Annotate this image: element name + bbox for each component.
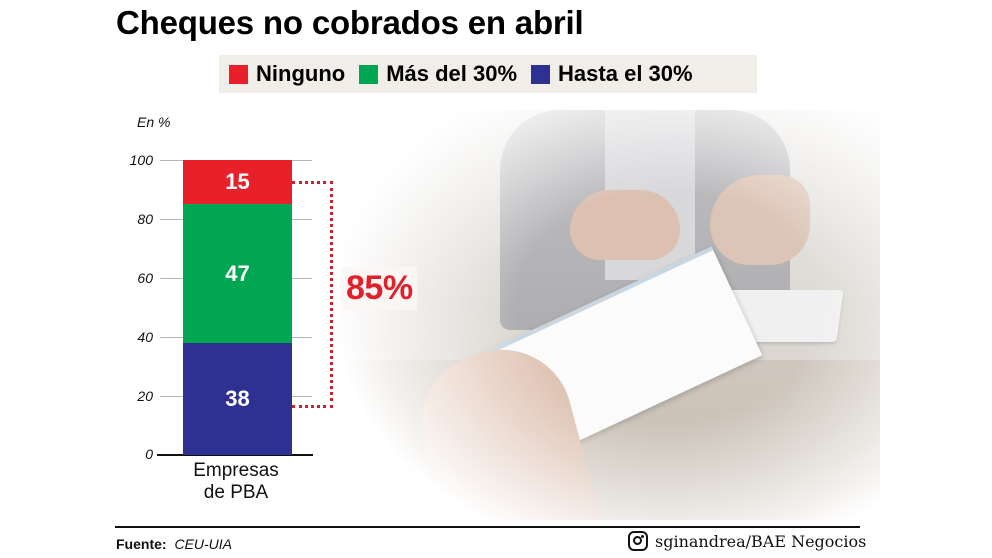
legend-label: Más del 30%: [386, 61, 518, 86]
photo-hand-pointing: [710, 175, 810, 265]
legend: Ninguno Más del 30% Hasta el 30%: [219, 55, 757, 93]
legend-item-mas-del-30: Más del 30%: [359, 61, 517, 87]
segment-value: 47: [225, 260, 250, 286]
background-photo-cheque-handover: [320, 110, 880, 520]
bar-segment-ninguno: 15: [183, 160, 292, 204]
source-value: CEU-UIA: [174, 536, 233, 552]
bar-segment-mas-del-30: 47: [183, 204, 292, 343]
legend-swatch-blue: [531, 64, 551, 84]
y-tick-80: 80: [137, 211, 153, 227]
segment-value: 15: [225, 169, 250, 194]
annotation-bracket: [292, 181, 333, 408]
annotation-85-percent: 85%: [342, 267, 417, 310]
y-tick-60: 60: [137, 270, 153, 286]
source-label: Fuente:: [116, 536, 167, 552]
legend-swatch-green: [359, 64, 379, 84]
legend-item-ninguno: Ninguno: [229, 61, 345, 87]
x-category-label: Empresas de PBA: [193, 460, 279, 503]
source-line: Fuente: CEU-UIA: [116, 536, 232, 552]
instagram-icon: [628, 531, 648, 551]
chart-title: Cheques no cobrados en abril: [116, 4, 584, 41]
footer-divider: [115, 526, 860, 528]
y-tick-100: 100: [129, 152, 153, 168]
legend-label: Ninguno: [256, 61, 346, 86]
x-axis-baseline: [157, 454, 313, 456]
y-tick-20: 20: [137, 388, 153, 404]
stacked-bar-empresas-pba: 15 47 38: [183, 160, 292, 455]
y-tick-0: 0: [145, 446, 153, 462]
y-axis-unit-label: En %: [137, 114, 171, 130]
segment-value: 38: [225, 386, 250, 411]
credit-text: sginandrea/BAE Negocios: [655, 531, 867, 551]
legend-swatch-red: [229, 64, 248, 84]
author-credit: sginandrea/BAE Negocios: [628, 531, 866, 551]
legend-item-hasta-el-30: Hasta el 30%: [531, 61, 693, 87]
photo-hand-receiving: [570, 190, 680, 260]
y-tick-40: 40: [137, 329, 153, 345]
bar-segment-hasta-el-30: 38: [183, 343, 292, 455]
legend-label: Hasta el 30%: [558, 61, 693, 86]
